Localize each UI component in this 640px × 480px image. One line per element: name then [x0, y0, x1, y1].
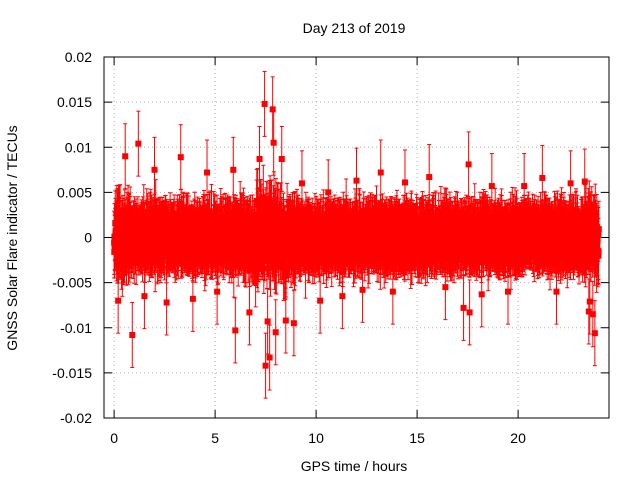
data-series — [111, 70, 602, 399]
